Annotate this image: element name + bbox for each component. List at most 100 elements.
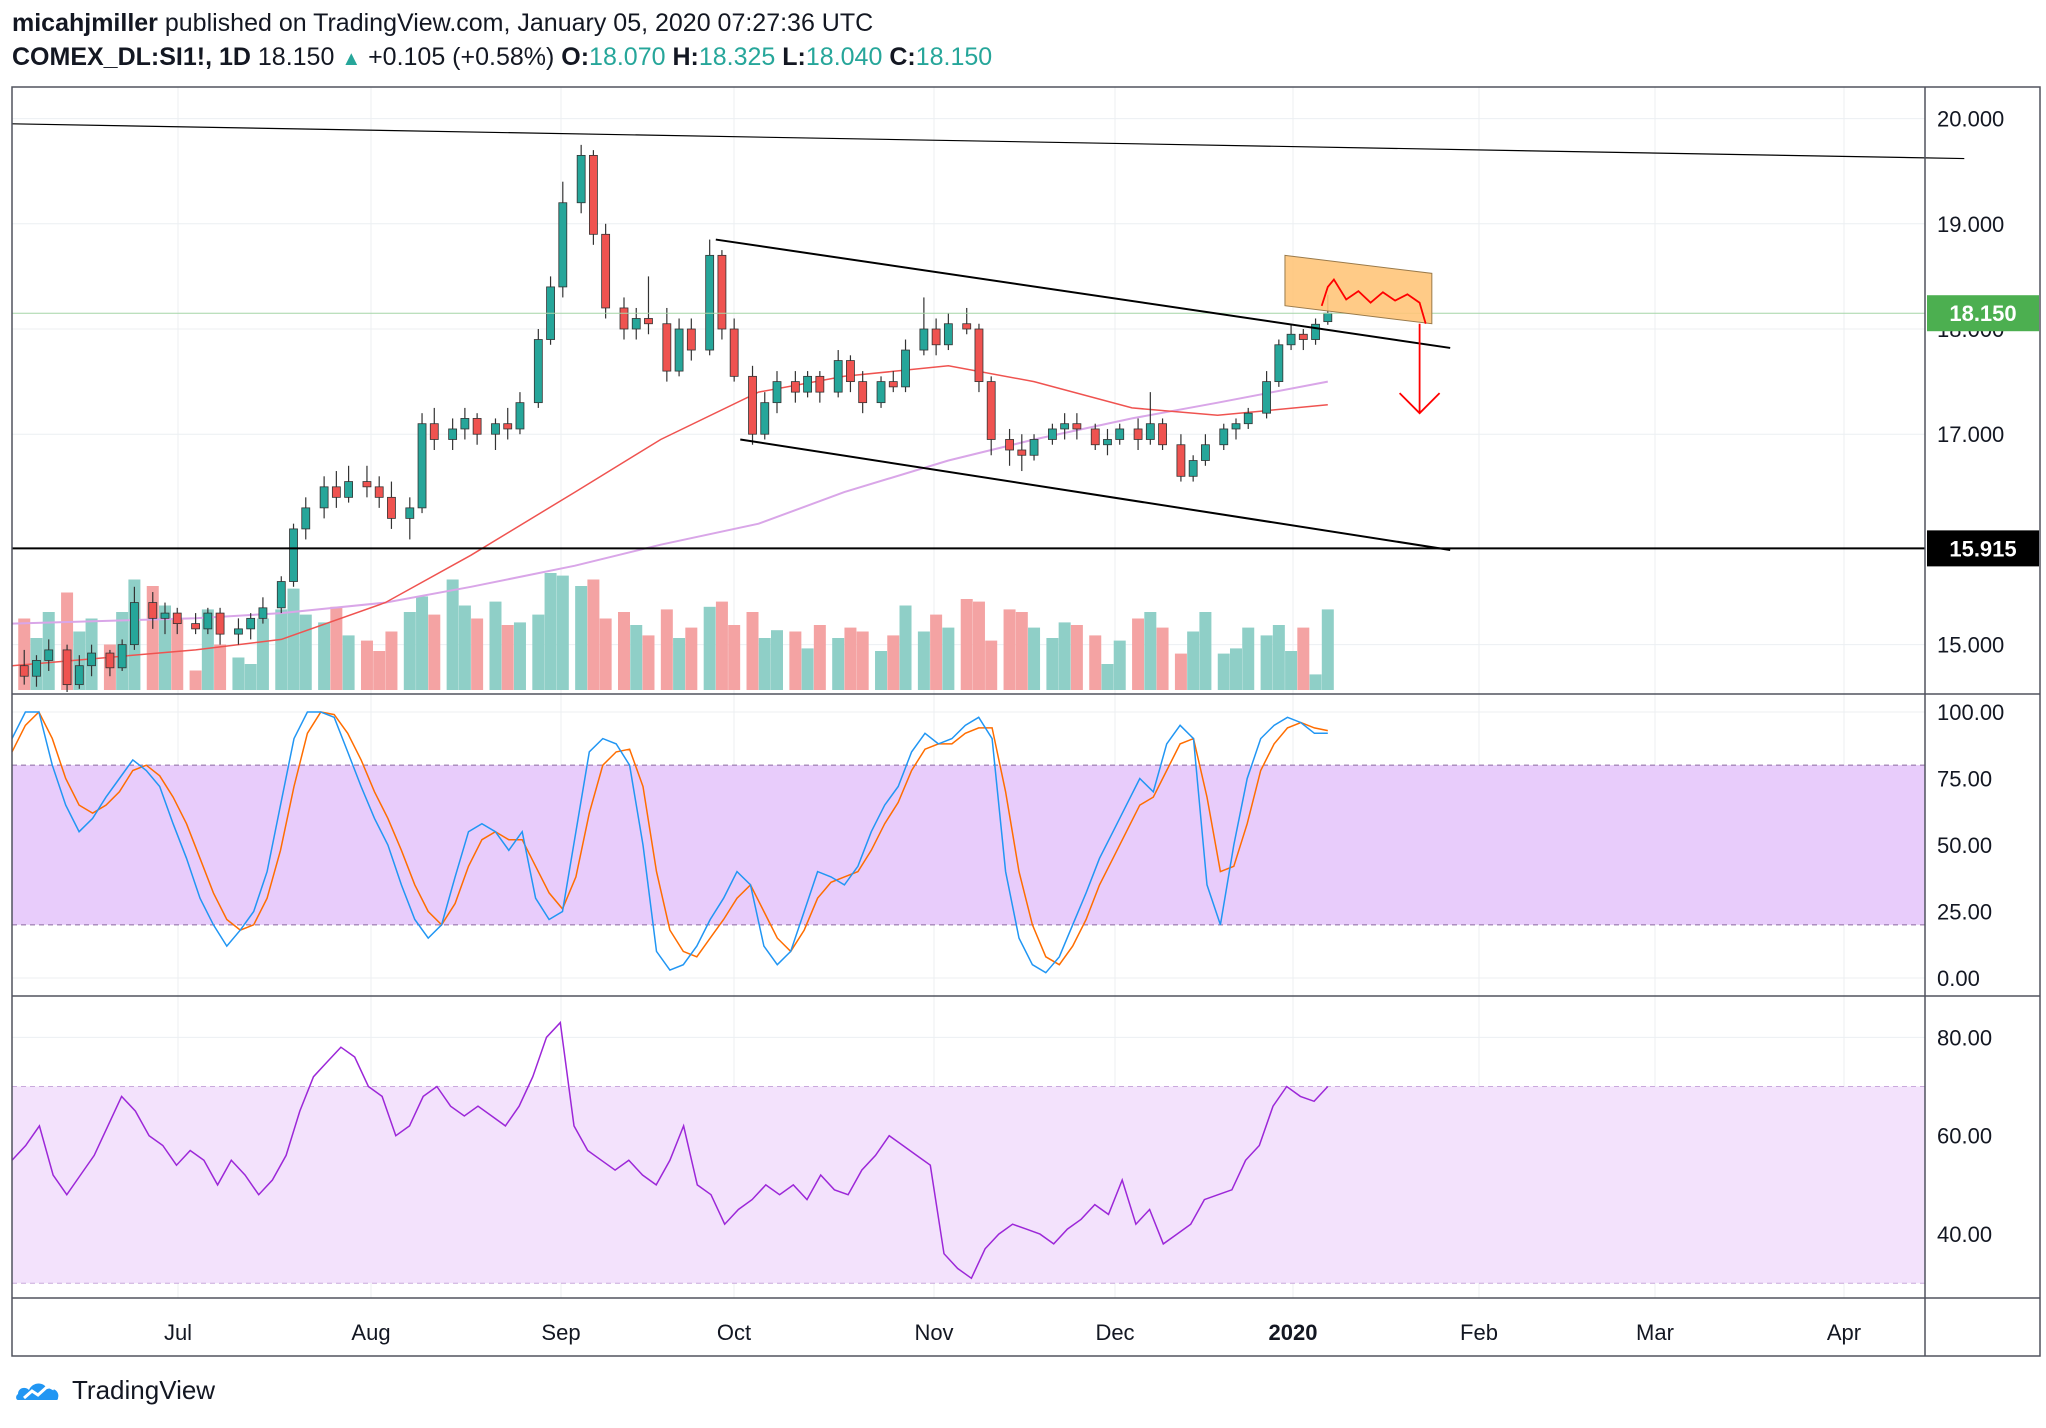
low-label: L: — [782, 43, 806, 71]
volume-bar — [1156, 627, 1169, 690]
support-level-badge-label: 15.915 — [1949, 536, 2016, 561]
candle-body — [833, 360, 843, 393]
candle-body — [1103, 439, 1112, 446]
x-tick-label: Aug — [351, 1320, 390, 1345]
candle — [117, 639, 127, 671]
volume-bar — [887, 635, 900, 690]
candle-body — [876, 381, 886, 404]
candle-body — [748, 375, 757, 435]
candle-body — [1158, 423, 1167, 446]
volume-bar — [256, 618, 269, 690]
candle — [374, 476, 384, 508]
volume-bar — [1217, 653, 1230, 690]
candle-body — [1145, 423, 1155, 440]
volume-bar — [1028, 627, 1041, 690]
candle — [1262, 371, 1271, 419]
candle-body — [888, 381, 898, 388]
axis-labels: Jul Aug Sep Oct Nov Dec 2020 Feb Mar Apr 20.000 19.… — [164, 107, 2039, 1345]
volume-bar — [758, 638, 771, 690]
candle-body — [729, 328, 739, 377]
publish-line: micahjmiller published on TradingView.co… — [12, 8, 992, 38]
volume-bar — [917, 631, 930, 690]
close-value: 18.150 — [915, 43, 993, 71]
volume-bar — [471, 618, 484, 690]
candle — [405, 497, 415, 540]
candle-body — [246, 617, 256, 630]
candle — [1176, 434, 1186, 482]
up-triangle-icon: ▲ — [341, 48, 362, 70]
candle-body — [558, 202, 568, 288]
indicator-lines — [11, 710, 1329, 1280]
volume-bar — [942, 627, 955, 690]
candle-body — [417, 423, 427, 509]
volume-bar — [1132, 618, 1145, 690]
stoch-tick-label: 0.00 — [1937, 966, 1980, 991]
price-tick-label: 19.000 — [1937, 212, 2004, 237]
candle — [888, 371, 898, 393]
volume-bar — [618, 612, 630, 690]
volume-bar — [1242, 627, 1255, 690]
candle — [258, 597, 268, 624]
candle — [729, 318, 739, 382]
candle — [1060, 413, 1070, 440]
moving-averages — [11, 365, 1328, 667]
x-tick-label: Dec — [1095, 1320, 1134, 1345]
volume-bar — [1101, 664, 1114, 690]
volume-bar — [746, 612, 759, 690]
candle-body — [1060, 423, 1070, 430]
candle — [515, 392, 525, 435]
candle-body — [105, 652, 115, 669]
open-value: 18.070 — [589, 43, 666, 71]
stoch-tick-label: 25.00 — [1937, 900, 1992, 925]
symbol-label[interactable]: COMEX_DL:SI1!, 1D — [12, 43, 251, 71]
candle-body — [160, 612, 170, 619]
volume-bar — [1058, 622, 1071, 690]
candle-body — [362, 481, 372, 488]
volume-bar — [985, 640, 998, 690]
volume-bar — [587, 579, 600, 690]
candle-body — [515, 402, 525, 430]
candle-body — [503, 423, 513, 430]
last-price: 18.150 — [257, 43, 335, 71]
candle — [644, 276, 653, 335]
candle — [1017, 434, 1027, 472]
volume-bar — [287, 588, 300, 690]
last-price-badge-label: 18.150 — [1949, 301, 2016, 326]
rsi-tick-label: 80.00 — [1937, 1025, 1992, 1050]
candle-body — [215, 612, 225, 635]
candle — [62, 644, 72, 692]
candle-body — [619, 307, 629, 330]
tradingview-brand[interactable]: TradingView — [72, 1374, 216, 1405]
candle-body — [1048, 428, 1057, 440]
volume-bar — [1230, 648, 1242, 690]
candle-body — [717, 254, 727, 330]
rsi-tick-label: 40.00 — [1937, 1222, 1992, 1247]
candle-body — [1323, 312, 1333, 323]
candle — [1133, 418, 1143, 450]
candle — [1072, 413, 1082, 440]
volume-bar — [532, 614, 545, 690]
candle-body — [846, 360, 855, 383]
candle-body — [1029, 439, 1039, 456]
volume-bar — [446, 579, 459, 690]
candle-body — [790, 381, 800, 393]
volume-bar — [318, 622, 331, 690]
volume-bar — [685, 627, 698, 690]
candle — [962, 307, 972, 335]
candle-body — [760, 402, 770, 435]
author-name[interactable]: micahjmiller — [12, 9, 158, 37]
volume-bar — [660, 609, 673, 690]
volume-bar — [599, 618, 612, 690]
ohlc-line: COMEX_DL:SI1!, 1D 18.150 ▲ +0.105 (+0.58… — [12, 42, 992, 74]
candle — [1243, 407, 1253, 429]
candle-body — [686, 328, 696, 351]
volume-bar — [844, 627, 857, 690]
trend-drawings[interactable] — [11, 123, 1965, 551]
channel-bottom-line — [740, 438, 1451, 551]
volume-bar — [489, 601, 502, 690]
volume-bar — [373, 651, 386, 690]
candle — [1311, 318, 1320, 345]
candle — [846, 355, 855, 393]
volume-bar — [1309, 674, 1322, 690]
